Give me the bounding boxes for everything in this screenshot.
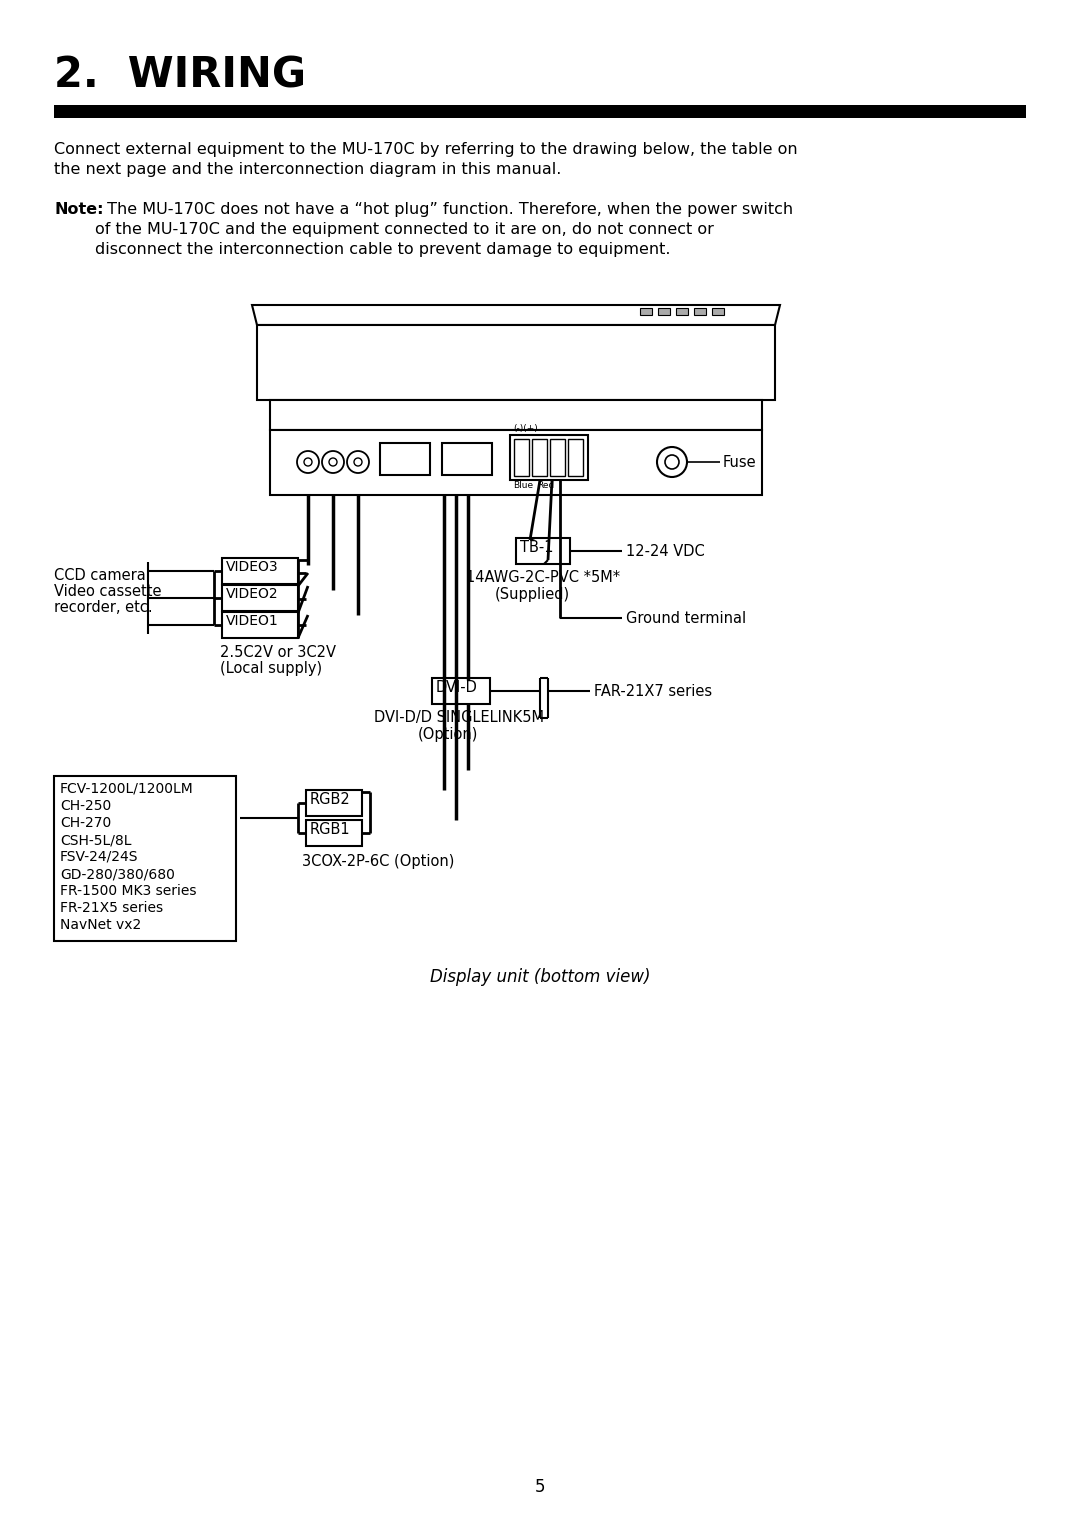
Text: VIDEO1: VIDEO1	[226, 614, 279, 628]
Text: VIDEO3: VIDEO3	[226, 559, 279, 575]
Text: FAR-21X7 series: FAR-21X7 series	[594, 685, 712, 698]
Text: the next page and the interconnection diagram in this manual.: the next page and the interconnection di…	[54, 162, 562, 177]
Text: 5: 5	[535, 1478, 545, 1496]
Circle shape	[354, 458, 362, 466]
Bar	[694, 309, 706, 315]
Text: DVI-D: DVI-D	[436, 680, 477, 695]
Text: TB-1: TB-1	[519, 539, 554, 555]
Bar	[510, 435, 588, 480]
Text: CH-250: CH-250	[60, 799, 111, 813]
Text: Red: Red	[537, 481, 554, 490]
Bar	[222, 585, 298, 611]
Bar	[640, 309, 652, 315]
Circle shape	[297, 451, 319, 474]
Bar	[54, 776, 237, 941]
Bar	[532, 439, 546, 477]
Text: Ground terminal: Ground terminal	[626, 611, 746, 626]
Bar	[568, 439, 583, 477]
Text: 12-24 VDC: 12-24 VDC	[626, 544, 705, 559]
Bar	[514, 439, 529, 477]
Bar	[270, 429, 762, 495]
Text: (Option): (Option)	[418, 727, 478, 743]
Text: GD-280/380/680: GD-280/380/680	[60, 866, 175, 882]
Bar	[257, 325, 775, 400]
Bar	[550, 439, 565, 477]
Bar	[658, 309, 670, 315]
Polygon shape	[252, 306, 780, 325]
Bar	[442, 443, 492, 475]
Bar	[222, 558, 298, 584]
Text: (Local supply): (Local supply)	[220, 662, 322, 675]
Text: DVI-D/D SINGLELINK5M: DVI-D/D SINGLELINK5M	[374, 711, 544, 724]
Circle shape	[347, 451, 369, 474]
Bar	[516, 538, 570, 564]
Text: RGB1: RGB1	[310, 822, 351, 837]
Bar	[306, 821, 362, 847]
Text: NavNet vx2: NavNet vx2	[60, 918, 141, 932]
Text: Display unit (bottom view): Display unit (bottom view)	[430, 969, 650, 986]
Text: Note:: Note:	[54, 202, 104, 217]
Bar	[306, 790, 362, 816]
Text: Video cassette: Video cassette	[54, 584, 162, 599]
Text: VIDEO2: VIDEO2	[226, 587, 279, 601]
Bar	[432, 678, 490, 704]
Text: FR-1500 MK3 series: FR-1500 MK3 series	[60, 885, 197, 898]
Text: disconnect the interconnection cable to prevent damage to equipment.: disconnect the interconnection cable to …	[54, 241, 671, 257]
Text: (-)(+): (-)(+)	[513, 423, 538, 432]
Circle shape	[657, 448, 687, 477]
Text: Connect external equipment to the MU-170C by referring to the drawing below, the: Connect external equipment to the MU-170…	[54, 142, 798, 157]
Circle shape	[329, 458, 337, 466]
Circle shape	[303, 458, 312, 466]
Text: Blue: Blue	[513, 481, 534, 490]
Text: Fuse: Fuse	[723, 455, 757, 471]
Text: The MU-170C does not have a “hot plug” function. Therefore, when the power switc: The MU-170C does not have a “hot plug” f…	[102, 202, 793, 217]
Text: recorder, etc.: recorder, etc.	[54, 601, 152, 614]
Circle shape	[322, 451, 345, 474]
Text: CH-270: CH-270	[60, 816, 111, 830]
Text: CCD camera,: CCD camera,	[54, 568, 150, 584]
Text: 3COX-2P-6C (Option): 3COX-2P-6C (Option)	[302, 854, 455, 869]
Text: 2.  WIRING: 2. WIRING	[54, 55, 306, 96]
Text: 2.5C2V or 3C2V: 2.5C2V or 3C2V	[220, 645, 336, 660]
Circle shape	[665, 455, 679, 469]
Text: (Supplied): (Supplied)	[495, 587, 570, 602]
Bar	[380, 443, 430, 475]
Text: RGB2: RGB2	[310, 792, 351, 807]
Bar	[54, 105, 1026, 118]
Text: CSH-5L/8L: CSH-5L/8L	[60, 833, 132, 847]
Text: FSV-24/24S: FSV-24/24S	[60, 850, 138, 863]
Text: FR-21X5 series: FR-21X5 series	[60, 902, 163, 915]
Bar	[676, 309, 688, 315]
Text: 14AWG-2C-PVC *5M*: 14AWG-2C-PVC *5M*	[465, 570, 620, 585]
Text: FCV-1200L/1200LM: FCV-1200L/1200LM	[60, 782, 193, 796]
Bar	[222, 613, 298, 639]
Bar	[712, 309, 724, 315]
Text: of the MU-170C and the equipment connected to it are on, do not connect or: of the MU-170C and the equipment connect…	[54, 222, 714, 237]
Bar	[270, 400, 762, 429]
